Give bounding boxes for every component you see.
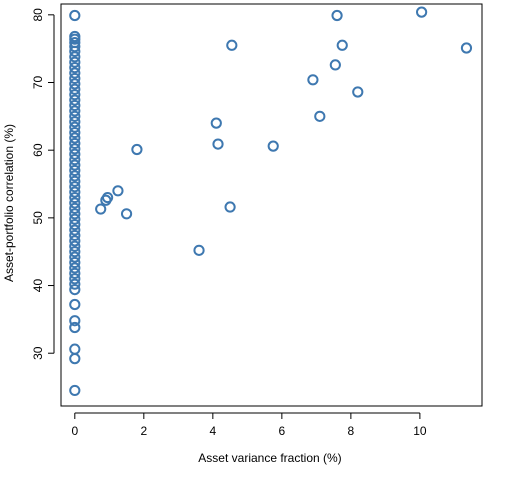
data-point-35	[69, 208, 81, 220]
data-point-42	[69, 246, 81, 258]
x-tick-label-1: 2	[140, 424, 147, 438]
y-tick-label-4: 70	[31, 76, 45, 90]
data-point-68	[307, 74, 319, 86]
data-point-26	[69, 159, 81, 171]
data-point-61	[131, 143, 143, 156]
data-point-67	[267, 140, 279, 152]
data-point-0	[69, 9, 81, 22]
data-point-27	[69, 164, 81, 177]
x-axis: 0 2 4 6 8 10	[71, 412, 427, 438]
x-axis-title: Asset variance fraction (%)	[198, 451, 341, 465]
x-tick-label-0: 0	[71, 424, 78, 438]
data-point-60	[120, 208, 133, 220]
y-axis: 30 40 50 60 70 80	[31, 8, 55, 360]
data-point-40	[69, 235, 81, 247]
data-point-55	[69, 384, 81, 397]
data-point-45	[69, 262, 81, 274]
data-point-51	[69, 315, 81, 327]
y-axis-title: Asset-portfolio correlation (%)	[2, 124, 16, 282]
y-tick-label-3: 60	[31, 143, 45, 157]
data-point-72	[336, 39, 348, 51]
x-tick-label-3: 6	[279, 424, 286, 438]
data-point-75	[460, 42, 473, 54]
data-point-36	[69, 213, 81, 225]
data-point-54	[69, 353, 81, 365]
data-point-49	[69, 283, 81, 296]
data-point-43	[69, 251, 81, 263]
data-point-6	[69, 51, 81, 63]
data-point-44	[69, 256, 81, 269]
data-point-64	[212, 138, 224, 150]
data-point-58	[101, 191, 114, 204]
data-point-31	[69, 186, 81, 198]
data-point-22	[69, 137, 81, 150]
data-point-9	[69, 67, 81, 79]
data-point-47	[69, 273, 81, 285]
x-tick-label-4: 8	[348, 424, 355, 438]
data-point-52	[69, 321, 81, 334]
data-point-62	[193, 244, 205, 256]
data-point-63	[210, 117, 222, 129]
data-point-15	[69, 99, 81, 112]
x-tick-label-5: 10	[413, 424, 427, 438]
data-point-13	[69, 89, 81, 101]
data-point-7	[69, 56, 81, 68]
points-layer	[69, 6, 473, 397]
data-point-32	[69, 191, 81, 204]
data-point-5	[69, 45, 81, 57]
data-point-10	[69, 72, 81, 85]
data-point-50	[69, 298, 81, 311]
data-point-65	[224, 201, 236, 213]
data-point-73	[352, 86, 364, 98]
data-point-48	[69, 278, 81, 290]
data-point-46	[69, 267, 81, 279]
data-point-11	[69, 78, 81, 90]
data-point-29	[69, 175, 81, 187]
y-tick-label-2: 50	[31, 211, 45, 225]
data-point-34	[69, 202, 81, 214]
data-point-41	[69, 240, 81, 252]
data-point-74	[416, 6, 428, 18]
y-tick-label-0: 30	[31, 346, 45, 360]
y-tick-label-1: 40	[31, 279, 45, 293]
data-point-12	[69, 83, 81, 95]
data-point-28	[69, 170, 81, 182]
data-point-70	[329, 59, 341, 71]
plot-frame	[60, 3, 483, 407]
data-point-69	[314, 110, 326, 122]
data-point-53	[69, 343, 81, 355]
data-point-8	[69, 62, 81, 74]
data-point-56	[95, 203, 107, 215]
data-point-19	[69, 121, 81, 133]
data-point-39	[69, 229, 81, 242]
data-point-30	[69, 181, 81, 193]
data-point-21	[69, 132, 81, 144]
data-point-16	[69, 105, 81, 117]
data-point-18	[69, 116, 81, 128]
data-point-2	[69, 33, 81, 45]
data-point-38	[69, 224, 81, 236]
data-point-14	[69, 94, 81, 106]
data-point-23	[69, 143, 81, 155]
data-point-71	[331, 9, 343, 22]
data-point-37	[69, 219, 81, 231]
data-point-33	[69, 197, 81, 209]
data-point-25	[69, 154, 81, 166]
data-point-59	[112, 185, 124, 197]
x-tick-label-2: 4	[209, 424, 216, 438]
data-point-17	[69, 110, 81, 122]
y-tick-label-5: 80	[31, 8, 45, 22]
data-point-66	[226, 39, 238, 51]
data-point-24	[69, 148, 81, 160]
data-point-20	[69, 126, 81, 139]
